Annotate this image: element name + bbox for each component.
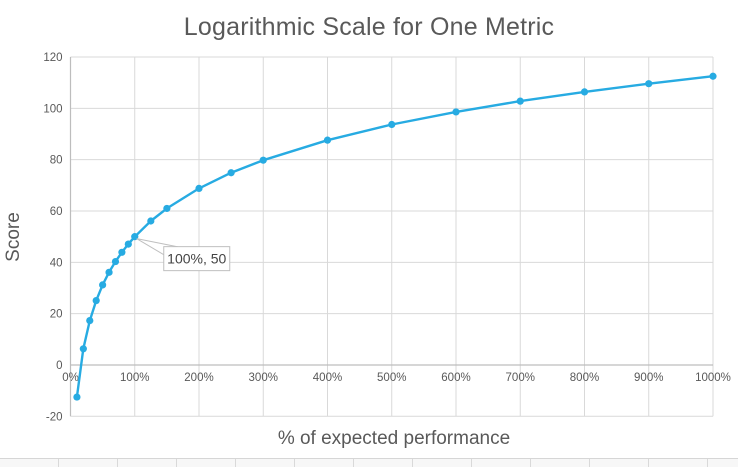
y-tick-label: 40 xyxy=(50,257,63,269)
x-tick-label: 900% xyxy=(634,372,663,384)
data-point[interactable] xyxy=(388,120,396,129)
x-tick-label: 800% xyxy=(570,372,599,384)
data-point[interactable] xyxy=(99,281,107,289)
data-point[interactable] xyxy=(73,393,81,401)
x-tick-label: 0% xyxy=(62,372,79,384)
data-point[interactable] xyxy=(645,80,653,88)
x-tick-label: 300% xyxy=(249,372,278,384)
data-point[interactable] xyxy=(118,248,126,256)
data-point[interactable] xyxy=(516,97,524,105)
x-tick-label: 600% xyxy=(441,372,470,384)
x-tick-label: 100% xyxy=(120,372,149,384)
data-point[interactable] xyxy=(163,204,171,213)
chart-title: Logarithmic Scale for One Metric xyxy=(183,13,555,41)
data-point[interactable] xyxy=(580,88,589,96)
data-point[interactable] xyxy=(195,184,203,193)
x-tick-label: 200% xyxy=(184,372,213,384)
annotation-callout[interactable] xyxy=(163,246,231,272)
y-tick-label: 0 xyxy=(56,360,62,372)
y-tick-label: 100 xyxy=(43,103,62,115)
y-tick-label: 80 xyxy=(50,155,63,167)
data-point[interactable] xyxy=(105,268,113,276)
y-tick-label: 120 xyxy=(43,52,62,64)
y-tick-label: 60 xyxy=(50,206,63,218)
x-tick-label: 500% xyxy=(377,372,406,384)
data-point[interactable] xyxy=(131,233,139,241)
data-point[interactable] xyxy=(86,316,94,325)
y-axis-title: Score xyxy=(3,212,24,262)
annotation-label: 100%, 50 xyxy=(167,251,226,267)
data-point[interactable] xyxy=(259,156,267,164)
data-point[interactable] xyxy=(323,136,332,144)
data-point[interactable] xyxy=(709,72,717,80)
x-tick-label: 400% xyxy=(313,372,342,384)
spreadsheet-row-strip xyxy=(0,458,738,467)
y-tick-label: -20 xyxy=(46,411,63,423)
series-line[interactable] xyxy=(75,75,715,399)
x-tick-label: 700% xyxy=(506,372,535,384)
y-tick-label: 20 xyxy=(50,309,63,321)
data-point[interactable] xyxy=(452,108,460,116)
data-point[interactable] xyxy=(111,257,120,266)
data-point[interactable] xyxy=(124,240,132,248)
x-axis-title: % of expected performance xyxy=(277,428,511,449)
data-point[interactable] xyxy=(79,345,87,353)
data-point[interactable] xyxy=(227,169,235,177)
x-tick-label: 1000% xyxy=(695,372,731,384)
data-point[interactable] xyxy=(92,296,100,305)
data-point[interactable] xyxy=(147,217,155,225)
